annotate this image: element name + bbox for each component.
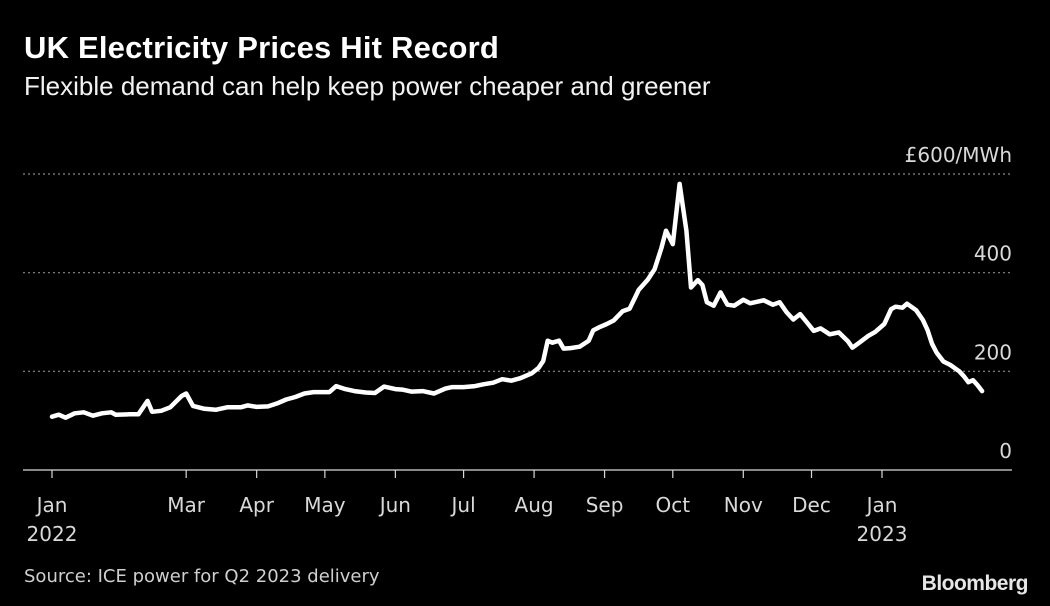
x-tick-year-label: 2022 — [27, 522, 78, 546]
x-axis — [23, 469, 1012, 478]
source-note: Source: ICE power for Q2 2023 delivery — [24, 566, 380, 587]
y-tick-label: £600/MWh — [905, 143, 1012, 167]
x-tick-label: Sep — [586, 493, 624, 517]
y-axis-labels: £600/MWh 400 200 0 — [905, 143, 1012, 463]
x-axis-labels: Jan 2022 Mar Apr May Jun Jul Aug Sep Oct Nov Dec Jan… — [27, 493, 908, 546]
x-tick-label: Mar — [167, 493, 206, 517]
price-series — [49, 181, 985, 420]
y-tick-label: 400 — [974, 242, 1012, 266]
x-tick-label: Jun — [378, 493, 411, 517]
chart-subtitle: Flexible demand can help keep power chea… — [24, 71, 711, 101]
x-tick-label: Apr — [239, 493, 274, 517]
x-tick-label: Aug — [515, 493, 554, 517]
x-tick-label: May — [304, 493, 346, 517]
x-tick-label: Jan — [35, 493, 68, 517]
y-tick-label: 200 — [974, 340, 1012, 364]
y-tick-label: 0 — [999, 439, 1012, 463]
x-tick-label: Jul — [450, 493, 476, 517]
x-tick-label: Dec — [792, 493, 831, 517]
x-tick-label: Jan — [865, 493, 898, 517]
x-tick-label: Nov — [724, 493, 763, 517]
x-tick-label: Oct — [655, 493, 690, 517]
bloomberg-logo: Bloomberg — [921, 572, 1029, 595]
x-tick-year-label: 2023 — [857, 522, 908, 546]
chart-title: UK Electricity Prices Hit Record — [24, 30, 500, 65]
series-line — [49, 181, 985, 420]
